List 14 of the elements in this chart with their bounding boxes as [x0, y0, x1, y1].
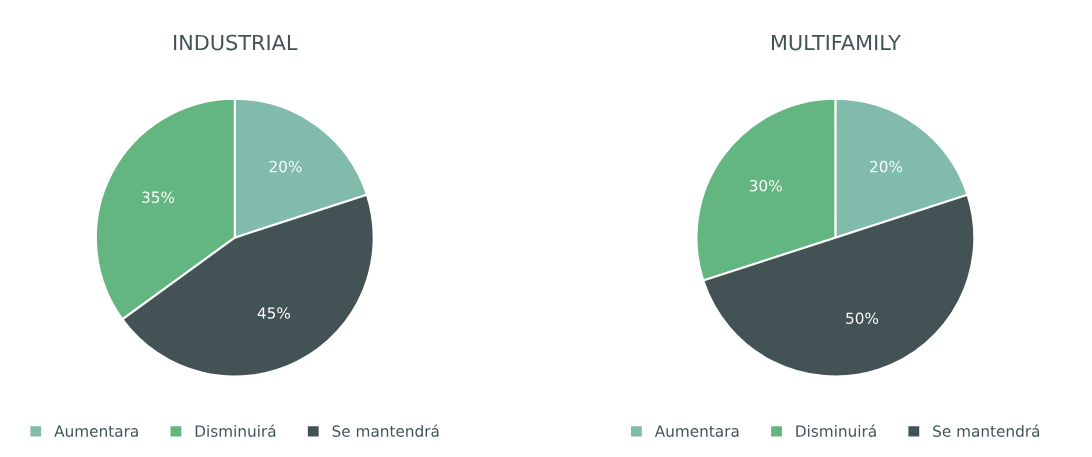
data-label: 45% [257, 307, 291, 319]
chart-title: INDUSTRIAL [174, 34, 298, 51]
legend-label: Disminuirá [195, 424, 276, 437]
data-label: 35% [142, 191, 175, 203]
data-label: 50% [846, 312, 879, 324]
data-label: 20% [870, 160, 903, 173]
chart-title: MULTIFAMILY [771, 34, 901, 51]
data-label: 20% [269, 160, 302, 173]
legend-label: Se mantendrá [933, 424, 1040, 437]
legend-label: Se mantendrá [332, 424, 439, 437]
legend-label: Aumentara [654, 425, 739, 437]
data-label: 30% [749, 179, 782, 192]
legend-label: Disminuirá [796, 424, 876, 437]
legend-label: Aumentara [54, 425, 138, 437]
